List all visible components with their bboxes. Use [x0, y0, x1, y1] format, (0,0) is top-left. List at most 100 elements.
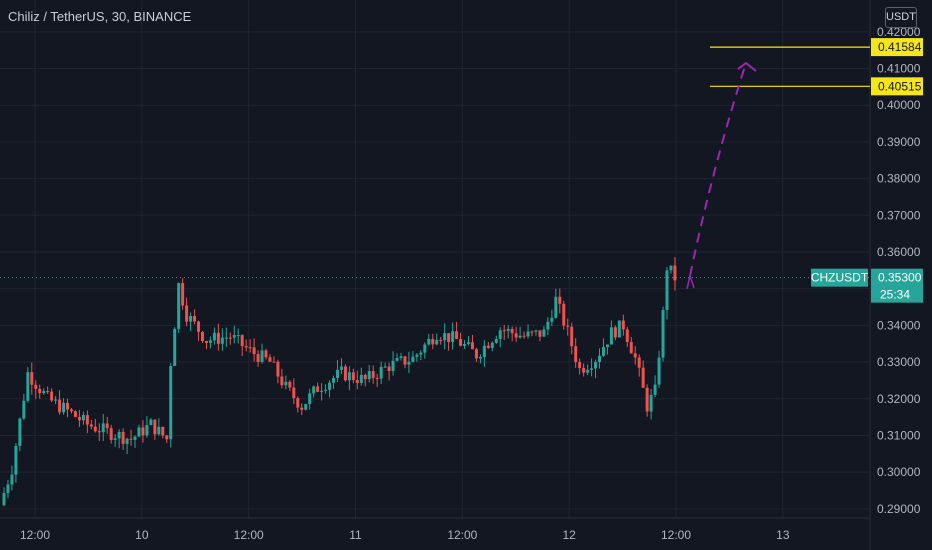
candle-body	[153, 419, 157, 435]
candle-body	[653, 384, 657, 395]
candle-body	[137, 427, 141, 437]
y-tick-label: 0.38000	[877, 172, 921, 186]
candle-body	[14, 445, 18, 475]
candle-body	[324, 389, 328, 391]
candle-body	[244, 346, 248, 348]
candle-body	[141, 427, 145, 436]
candle-body	[641, 367, 645, 388]
candle-body	[18, 418, 22, 446]
candle-body	[145, 425, 149, 436]
candle-body	[292, 387, 296, 399]
candle-body	[613, 327, 617, 338]
candle-body	[2, 493, 6, 506]
candle-body	[280, 376, 284, 386]
candle-body	[415, 354, 419, 357]
candle-body	[133, 436, 137, 440]
candle-body	[649, 394, 653, 412]
x-tick-label: 11	[349, 528, 362, 542]
candle-body	[30, 372, 34, 385]
candle-body	[534, 330, 538, 332]
candle-body	[526, 331, 530, 337]
candle-body	[304, 403, 308, 410]
candle-body	[391, 360, 395, 371]
candle-body	[347, 372, 351, 381]
candle-body	[320, 390, 324, 392]
candle-body	[566, 325, 570, 327]
x-tick-label: 12:00	[234, 528, 264, 542]
candle-body	[470, 342, 474, 350]
candle-body	[351, 372, 355, 381]
projection-arrowhead-icon	[737, 61, 757, 72]
candle-body	[558, 296, 562, 304]
candle-body	[387, 366, 391, 371]
candle-body	[193, 315, 197, 322]
candle-body	[236, 335, 240, 337]
candle-body	[272, 361, 276, 363]
candle-body	[54, 399, 58, 401]
candle-body	[276, 361, 280, 377]
candle-body	[284, 381, 288, 386]
x-tick-label: 12:00	[447, 528, 477, 542]
y-tick-label: 0.30000	[877, 465, 921, 479]
y-tick-label: 0.34000	[877, 318, 921, 332]
candle-body	[248, 347, 252, 349]
candle-body	[34, 384, 38, 389]
candle-body	[466, 342, 470, 345]
symbol-tag	[811, 268, 868, 287]
price-level-label: 0.40515	[878, 79, 922, 93]
candle-body	[570, 326, 574, 347]
y-tick-label: 0.32000	[877, 392, 921, 406]
candle-body	[332, 378, 336, 383]
candle-body	[673, 265, 677, 281]
candle-body	[113, 438, 117, 440]
candle-body	[10, 474, 14, 485]
candle-body	[316, 386, 320, 392]
candle-body	[125, 438, 129, 444]
candle-body	[232, 335, 236, 338]
projection-path[interactable]	[689, 62, 747, 277]
candle-body	[447, 333, 451, 342]
candle-body	[443, 333, 447, 341]
candle-body	[185, 305, 189, 322]
candle-body	[256, 354, 260, 363]
candle-body	[105, 423, 109, 429]
candle-body	[204, 341, 208, 343]
price-level-tag	[871, 77, 923, 96]
candle-body	[403, 356, 407, 365]
candle-body	[201, 331, 204, 342]
candle-body	[312, 386, 316, 394]
candle-body	[605, 344, 609, 348]
candle-body	[240, 335, 244, 347]
current-price-tag	[871, 268, 923, 303]
candle-body	[224, 337, 228, 339]
x-tick-label: 10	[135, 528, 149, 542]
candle-body	[121, 431, 125, 444]
chart-title: Chiliz / TetherUS, 30, BINANCE	[8, 9, 192, 24]
candle-body	[169, 366, 173, 440]
candle-body	[594, 362, 598, 369]
candle-body	[296, 398, 300, 408]
projection-start-icon	[686, 273, 695, 290]
candle-body	[609, 327, 613, 345]
candle-body	[542, 329, 546, 337]
y-tick-label: 0.33000	[877, 355, 921, 369]
candle-body	[149, 419, 153, 426]
y-tick-label: 0.39000	[877, 135, 921, 149]
candle-body	[601, 347, 605, 356]
candle-body	[89, 424, 93, 427]
candle-body	[228, 337, 232, 339]
candle-body	[69, 409, 73, 412]
candle-body	[586, 369, 590, 373]
candle-body	[359, 374, 363, 383]
candle-body	[189, 315, 193, 322]
candle-body	[197, 321, 201, 332]
currency-button[interactable]: USDT	[885, 7, 917, 28]
x-tick-label: 12	[562, 528, 576, 542]
candle-body	[574, 346, 578, 363]
candle-body	[482, 345, 486, 357]
candle-body	[522, 335, 526, 337]
candle-body	[514, 333, 518, 338]
candle-body	[117, 431, 121, 439]
candle-body	[474, 349, 478, 359]
